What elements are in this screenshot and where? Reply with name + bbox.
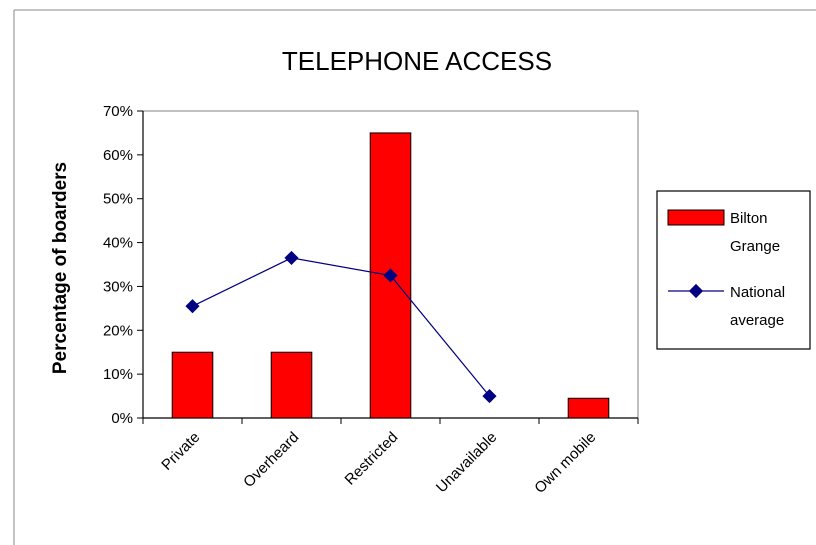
category-labels: Private Overheard Restricted Unavailable Own… bbox=[158, 429, 599, 497]
y-tick-label: 10% bbox=[103, 366, 133, 383]
y-tick-label: 20% bbox=[103, 322, 133, 339]
x-axis-ticks bbox=[142, 418, 639, 424]
y-tick-label: 60% bbox=[103, 147, 133, 164]
y-axis-label: Percentage of boarders bbox=[50, 162, 71, 374]
category-label-private: Private bbox=[158, 429, 203, 474]
y-tick-label: 40% bbox=[103, 235, 133, 252]
legend-label-bilton-grange-line1: Bilton bbox=[730, 210, 768, 227]
bar-private bbox=[171, 351, 214, 419]
line-series-national-average bbox=[185, 250, 497, 404]
legend-label-bilton-grange-line2: Grange bbox=[730, 238, 780, 255]
national-average-line bbox=[192, 257, 490, 397]
bar-own-mobile bbox=[567, 397, 610, 419]
category-label-unavailable: Unavailable bbox=[433, 429, 500, 496]
bar-overheard bbox=[270, 351, 313, 419]
legend-swatch-bilton-grange bbox=[667, 209, 725, 226]
y-tick-label: 0% bbox=[111, 410, 133, 427]
legend-label-national-average-line1: National bbox=[730, 284, 785, 301]
national-average-point-unavailable bbox=[482, 389, 497, 404]
legend: Bilton Grange National average bbox=[656, 190, 811, 350]
national-average-point-private bbox=[185, 299, 200, 314]
national-average-point-overheard bbox=[284, 250, 299, 265]
category-label-overheard: Overheard bbox=[240, 429, 302, 491]
y-tick-label: 50% bbox=[103, 191, 133, 208]
y-tick-label: 70% bbox=[103, 103, 133, 120]
y-axis-ticks: 0% 10% 20% 30% 40% 50% 60% 70% bbox=[103, 103, 143, 427]
category-label-restricted: Restricted bbox=[342, 429, 402, 489]
national-average-point-restricted bbox=[383, 268, 398, 283]
legend-label-national-average-line2: average bbox=[730, 312, 784, 329]
chart-title: TELEPHONE ACCESS bbox=[282, 46, 552, 76]
category-label-own-mobile: Own mobile bbox=[531, 429, 599, 497]
legend-swatch-national-average-marker bbox=[688, 283, 704, 299]
y-tick-label: 30% bbox=[103, 278, 133, 295]
